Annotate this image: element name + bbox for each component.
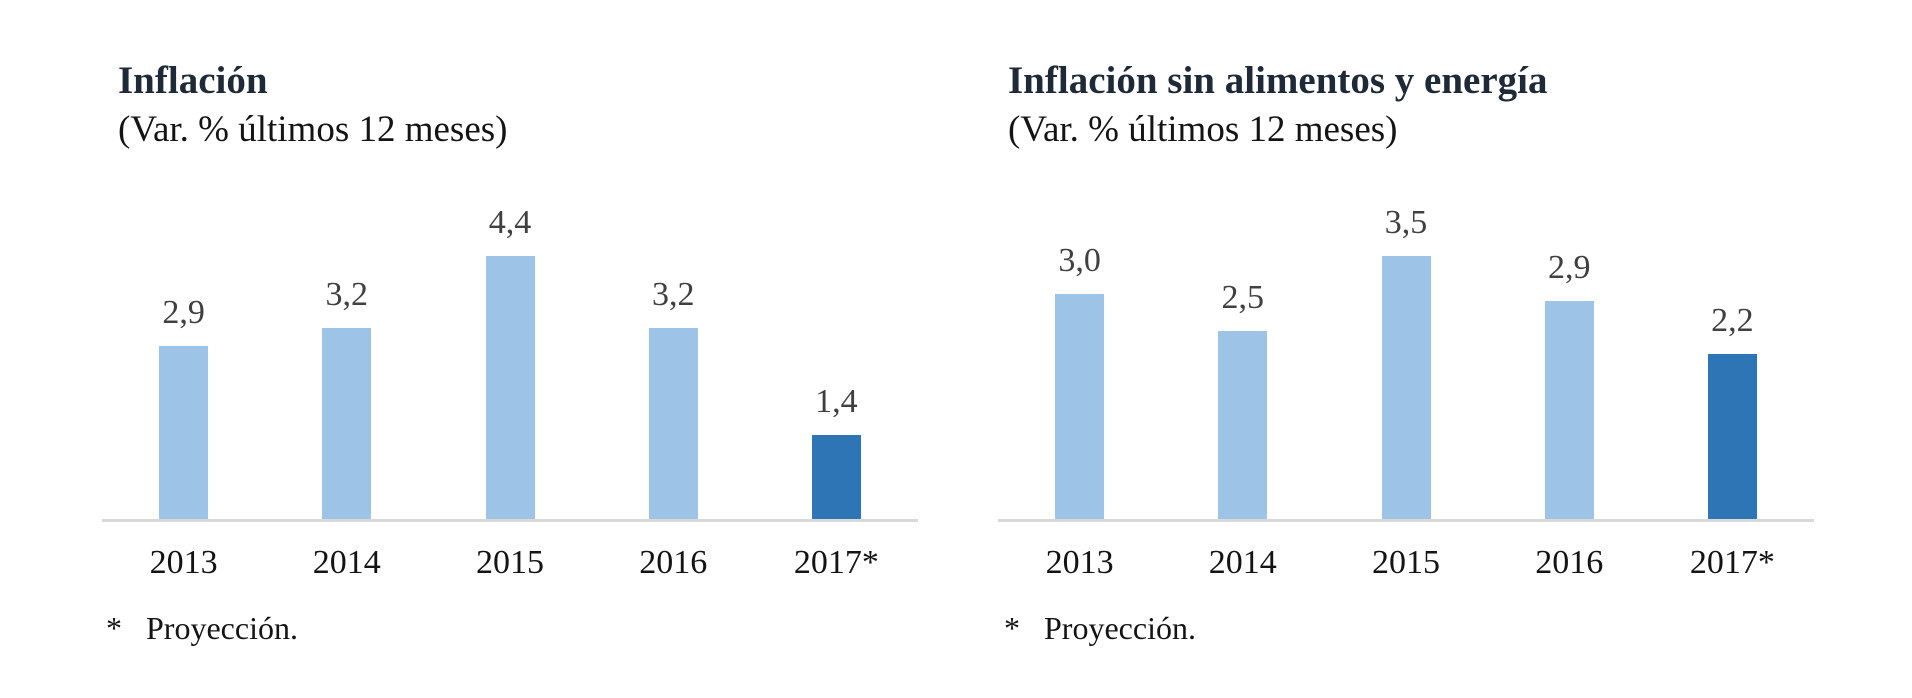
footnote: * Proyección. (1004, 610, 1196, 647)
bar-value-label: 2,9 (1547, 249, 1591, 286)
chart-title: Inflación (118, 59, 268, 102)
bar-value-label: 1,4 (815, 383, 858, 420)
x-axis-tick-label: 2013 (1045, 544, 1114, 581)
bar-2015 (1381, 256, 1431, 519)
x-axis-tick-label: 2016 (1535, 544, 1604, 581)
plot-area: 2,9 2013 3,2 2014 4,4 2015 3,2 2016 1,4 2017* (102, 158, 918, 581)
x-axis-tick-label: 2013 (149, 544, 218, 581)
x-axis-line (102, 519, 918, 522)
x-axis-tick-label: 2017* (1689, 544, 1775, 581)
x-axis-tick-label: 2014 (312, 544, 381, 581)
bar-2017-proj (1707, 354, 1757, 519)
bar-value-label: 3,5 (1384, 204, 1428, 241)
chart-subtitle: (Var. % últimos 12 meses) (1008, 109, 1398, 150)
bar-value-label: 3,2 (325, 276, 369, 313)
footnote-asterisk: * (106, 610, 122, 646)
x-axis-tick-label: 2014 (1208, 544, 1277, 581)
bar-value-label: 2,2 (1711, 302, 1754, 339)
chart-title: Inflación sin alimentos y energía (1008, 59, 1548, 102)
footnote: * Proyección. (106, 610, 298, 647)
bar-value-label: 2,9 (162, 294, 205, 331)
bar-value-label: 3,0 (1058, 242, 1101, 279)
bar-2015 (485, 256, 535, 519)
bar-2017-proj (811, 435, 861, 519)
bar-value-label: 3,2 (651, 276, 695, 313)
bar-2013 (159, 346, 209, 519)
bar-value-label: 2,5 (1221, 279, 1265, 316)
bar-value-label: 4,4 (488, 204, 532, 241)
bar-2016 (648, 328, 698, 519)
footnote-text: Proyección. (146, 610, 298, 646)
bar-2014 (322, 328, 372, 519)
x-axis-tick-label: 2017* (793, 544, 879, 581)
plot-area: 3,0 2013 2,5 2014 3,5 2015 2,9 2016 2,2 2017* (998, 158, 1814, 581)
bar-2014 (1218, 331, 1268, 519)
bar-2013 (1055, 294, 1105, 519)
chart-header: Inflación (Var. % últimos 12 meses) (118, 56, 507, 154)
x-axis-tick-label: 2015 (476, 544, 544, 581)
chart-inflacion-sin-alimentos-energia: Inflación sin alimentos y energía (Var. … (998, 0, 1814, 698)
footnote-text: Proyección. (1044, 610, 1196, 646)
chart-header: Inflación sin alimentos y energía (Var. … (1008, 56, 1548, 154)
x-axis-tick-label: 2015 (1372, 544, 1440, 581)
bar-2016 (1544, 301, 1594, 519)
chart-subtitle: (Var. % últimos 12 meses) (118, 109, 508, 150)
x-axis-tick-label: 2016 (639, 544, 708, 581)
x-axis-line (998, 519, 1814, 522)
footnote-asterisk: * (1004, 610, 1020, 646)
chart-inflacion: Inflación (Var. % últimos 12 meses) 2,9 2… (102, 0, 918, 698)
